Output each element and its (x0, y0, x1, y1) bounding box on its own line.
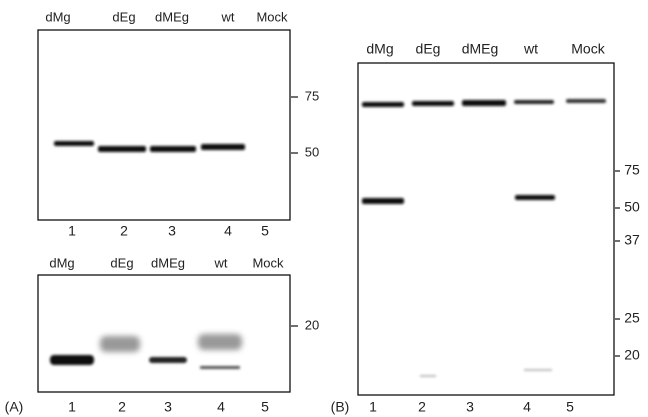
lane-label: Mock (252, 255, 284, 270)
lane-number: 1 (369, 399, 377, 415)
marker-label: 75 (624, 162, 640, 178)
lane-label: dMg (366, 41, 393, 57)
marker-label: 20 (305, 317, 319, 332)
lane-number: 4 (224, 223, 232, 239)
lane-number: 1 (68, 399, 76, 415)
lane-number: 5 (261, 399, 269, 415)
blot-membrane (357, 62, 615, 396)
lane-label: dMg (49, 255, 74, 270)
bands (54, 141, 245, 152)
lane-number: 2 (120, 223, 128, 239)
panel-label: (B) (331, 399, 350, 415)
marker-label: 50 (305, 144, 319, 159)
lane-label: dEg (110, 255, 133, 270)
panel-a-top: dMg dEg dMEg wt Mock 75 50 1 2 3 4 5 (37, 9, 319, 239)
lane-label: Mock (571, 41, 605, 57)
lane-number: 3 (164, 399, 172, 415)
lane-label: wt (221, 9, 235, 24)
panel-b: dMg dEg dMEg wt Mock 75 50 37 25 20 (B) … (331, 41, 640, 415)
lane-label: dEg (416, 41, 441, 57)
marker-label: 75 (305, 88, 319, 103)
lane-number: 2 (418, 399, 426, 415)
marker-label: 25 (624, 310, 640, 326)
lane-number: 1 (68, 223, 76, 239)
panel-a-bottom: dMg dEg dMEg wt Mock 20 (A) 1 2 3 4 5 (5, 255, 320, 414)
marker-label: 50 (624, 199, 640, 215)
blot-membrane (37, 29, 291, 221)
lane-number: 5 (566, 399, 574, 415)
lane-label: dMEg (155, 9, 189, 24)
blot-membrane (37, 274, 291, 393)
marker-label: 37 (624, 232, 640, 248)
panel-label: (A) (5, 399, 24, 415)
lane-label: dMEg (151, 255, 185, 270)
lane-number: 3 (466, 399, 474, 415)
lane-number: 5 (261, 223, 269, 239)
lane-label: wt (214, 255, 228, 270)
lane-number: 4 (523, 399, 531, 415)
lane-number: 3 (168, 223, 176, 239)
marker-label: 20 (624, 347, 640, 363)
lane-label: dMEg (462, 41, 499, 57)
bands (50, 334, 242, 369)
lane-label: dMg (45, 9, 70, 24)
bands (362, 99, 606, 377)
lane-label: wt (523, 41, 538, 57)
lane-number: 2 (118, 399, 126, 415)
lane-number: 4 (217, 399, 225, 415)
lane-label: dEg (112, 9, 135, 24)
lane-label: Mock (256, 9, 288, 24)
